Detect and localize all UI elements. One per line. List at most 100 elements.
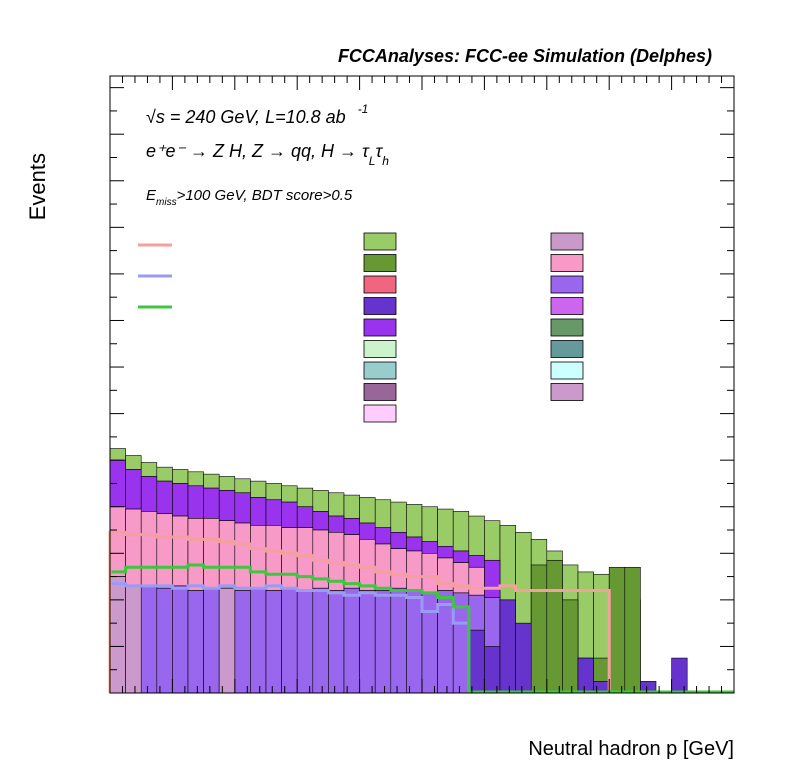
bar-ww: [484, 520, 501, 561]
bar-ee-tautau: [343, 534, 360, 589]
bar-ee-tautau: [406, 550, 423, 591]
bar-ww: [296, 487, 314, 508]
bar-ee-tautau: [437, 557, 454, 591]
bar-ee-tautau: [452, 562, 470, 594]
bar-ztautau-hvv: [359, 522, 376, 540]
bar-ztautau-hvv: [125, 469, 142, 510]
bar-ztautau-hvv: [281, 501, 298, 528]
signal-line-zqq-htautau: [108, 530, 611, 693]
bar-ww: [265, 483, 282, 501]
legend-swatch-11: [550, 340, 584, 358]
annotation-block: √s = 240 GeV, L=10.8 ab -1 e⁺e⁻ → Z H, Z …: [146, 102, 389, 208]
bar-ee-tautau: [234, 522, 251, 591]
signal-curves: [108, 530, 734, 694]
bar-ww: [187, 471, 204, 487]
bar-ztautau-htautau: [374, 590, 392, 694]
bar-ztautau-hvv: [234, 492, 251, 524]
bar-ztautau-hvv: [421, 541, 438, 554]
bar-ztautau-htautau: [406, 590, 423, 694]
bar-ztautau-hvv: [312, 511, 329, 531]
bar-ee-tautau: [172, 515, 189, 587]
bar-ww: [312, 490, 329, 512]
bar-ztautau-htautau: [250, 587, 267, 694]
legend-swatch-8: [363, 318, 397, 337]
bar-ztautau-htautau: [187, 590, 204, 694]
legend-swatch-7: [550, 297, 584, 315]
bar-zz: [530, 564, 548, 694]
bar-ee-tautau: [265, 525, 282, 591]
bar-ee-tautau: [125, 508, 142, 587]
signal-line-znn-htautau: [108, 563, 471, 693]
bar-ww: [203, 473, 220, 489]
bar-ee-tautau: [109, 506, 126, 577]
bar-zz: [562, 599, 579, 694]
bar-ztautau-hvv: [437, 546, 454, 559]
x-axis-label: Neutral hadron p [GeV]: [528, 738, 734, 760]
background-legend: [363, 232, 584, 423]
bar-ztautau-hvv: [452, 550, 470, 563]
legend-swatch-12: [363, 361, 397, 380]
bar-ww: [156, 466, 173, 482]
annotation-energy: √s = 240 GeV, L=10.8 ab -1: [146, 102, 368, 127]
bar-ztautau-htautau: [203, 587, 220, 694]
legend-swatch-2: [363, 254, 397, 272]
bar-ztautau-htautau: [172, 585, 189, 694]
bar-ztautau-htautau: [296, 590, 314, 694]
bar-ztautau-hqq: [499, 599, 516, 694]
bar-ee-tautau: [250, 525, 267, 589]
bar-ztautau-hqq: [468, 629, 485, 694]
bar-ww: [250, 480, 267, 498]
bar-ztautau-htautau: [140, 585, 158, 694]
legend-swatch-14: [363, 383, 397, 401]
y-axis-label: Events: [25, 153, 50, 220]
bar-ee-tautau: [296, 527, 314, 591]
bar-ww: [343, 494, 360, 519]
bar-ww: [452, 511, 470, 552]
bar-ztautau-hvv: [468, 555, 485, 568]
chart-title: FCCAnalyses: FCC-ee Simulation (Delphes): [338, 46, 712, 66]
bar-ww: [421, 506, 438, 542]
bar-ww: [328, 492, 345, 517]
bar-ztautau-hvv: [140, 476, 158, 512]
bar-ztautau-htautau: [265, 590, 282, 694]
bar-ztautau-hqq: [515, 622, 532, 694]
bar-ztautau-hvv: [203, 487, 220, 519]
bar-ztautau-htautau: [312, 587, 329, 694]
bar-ww: [406, 504, 423, 538]
bar-ztautau-hvv: [187, 485, 204, 519]
bar-ww: [359, 497, 376, 524]
bar-zqq-hgg: [218, 587, 236, 694]
bar-zz: [546, 559, 563, 694]
y-axis: [110, 87, 734, 694]
bar-ztautau-htautau: [359, 590, 376, 694]
bar-ztautau-hvv: [218, 490, 236, 522]
bar-ztautau-hqq: [671, 657, 688, 694]
bar-ztautau-hqq: [577, 657, 594, 694]
bar-zqq-hgg: [109, 576, 126, 694]
bar-ztautau-hvv: [374, 527, 392, 545]
bar-ztautau-hvv: [296, 506, 314, 528]
x-axis: [109, 76, 735, 693]
legend-swatch-0: [363, 232, 397, 251]
legend-swatch-16: [363, 404, 397, 423]
bar-ztautau-hvv: [250, 497, 267, 526]
bar-ztautau-hvv: [406, 536, 423, 552]
signal-line-zll-htautau: [108, 582, 471, 693]
bar-ee-tautau: [390, 548, 407, 589]
bar-ww: [125, 455, 142, 470]
bar-ee-tautau: [187, 518, 204, 591]
bar-ww: [218, 476, 236, 491]
bar-ee-tautau: [468, 566, 485, 596]
stacked-histogram: [109, 448, 688, 694]
bar-ztautau-hvv: [172, 483, 189, 517]
bar-ee-tautau: [421, 553, 438, 594]
bar-ww: [281, 485, 298, 503]
bar-ee-tautau: [156, 513, 173, 589]
legend-swatch-3: [550, 254, 584, 272]
bar-ee-tautau: [140, 511, 158, 587]
bar-ztautau-htautau: [343, 587, 360, 694]
bar-ww: [437, 508, 454, 547]
bar-ztautau-hvv: [265, 499, 282, 526]
bar-ztautau-htautau: [328, 590, 345, 694]
